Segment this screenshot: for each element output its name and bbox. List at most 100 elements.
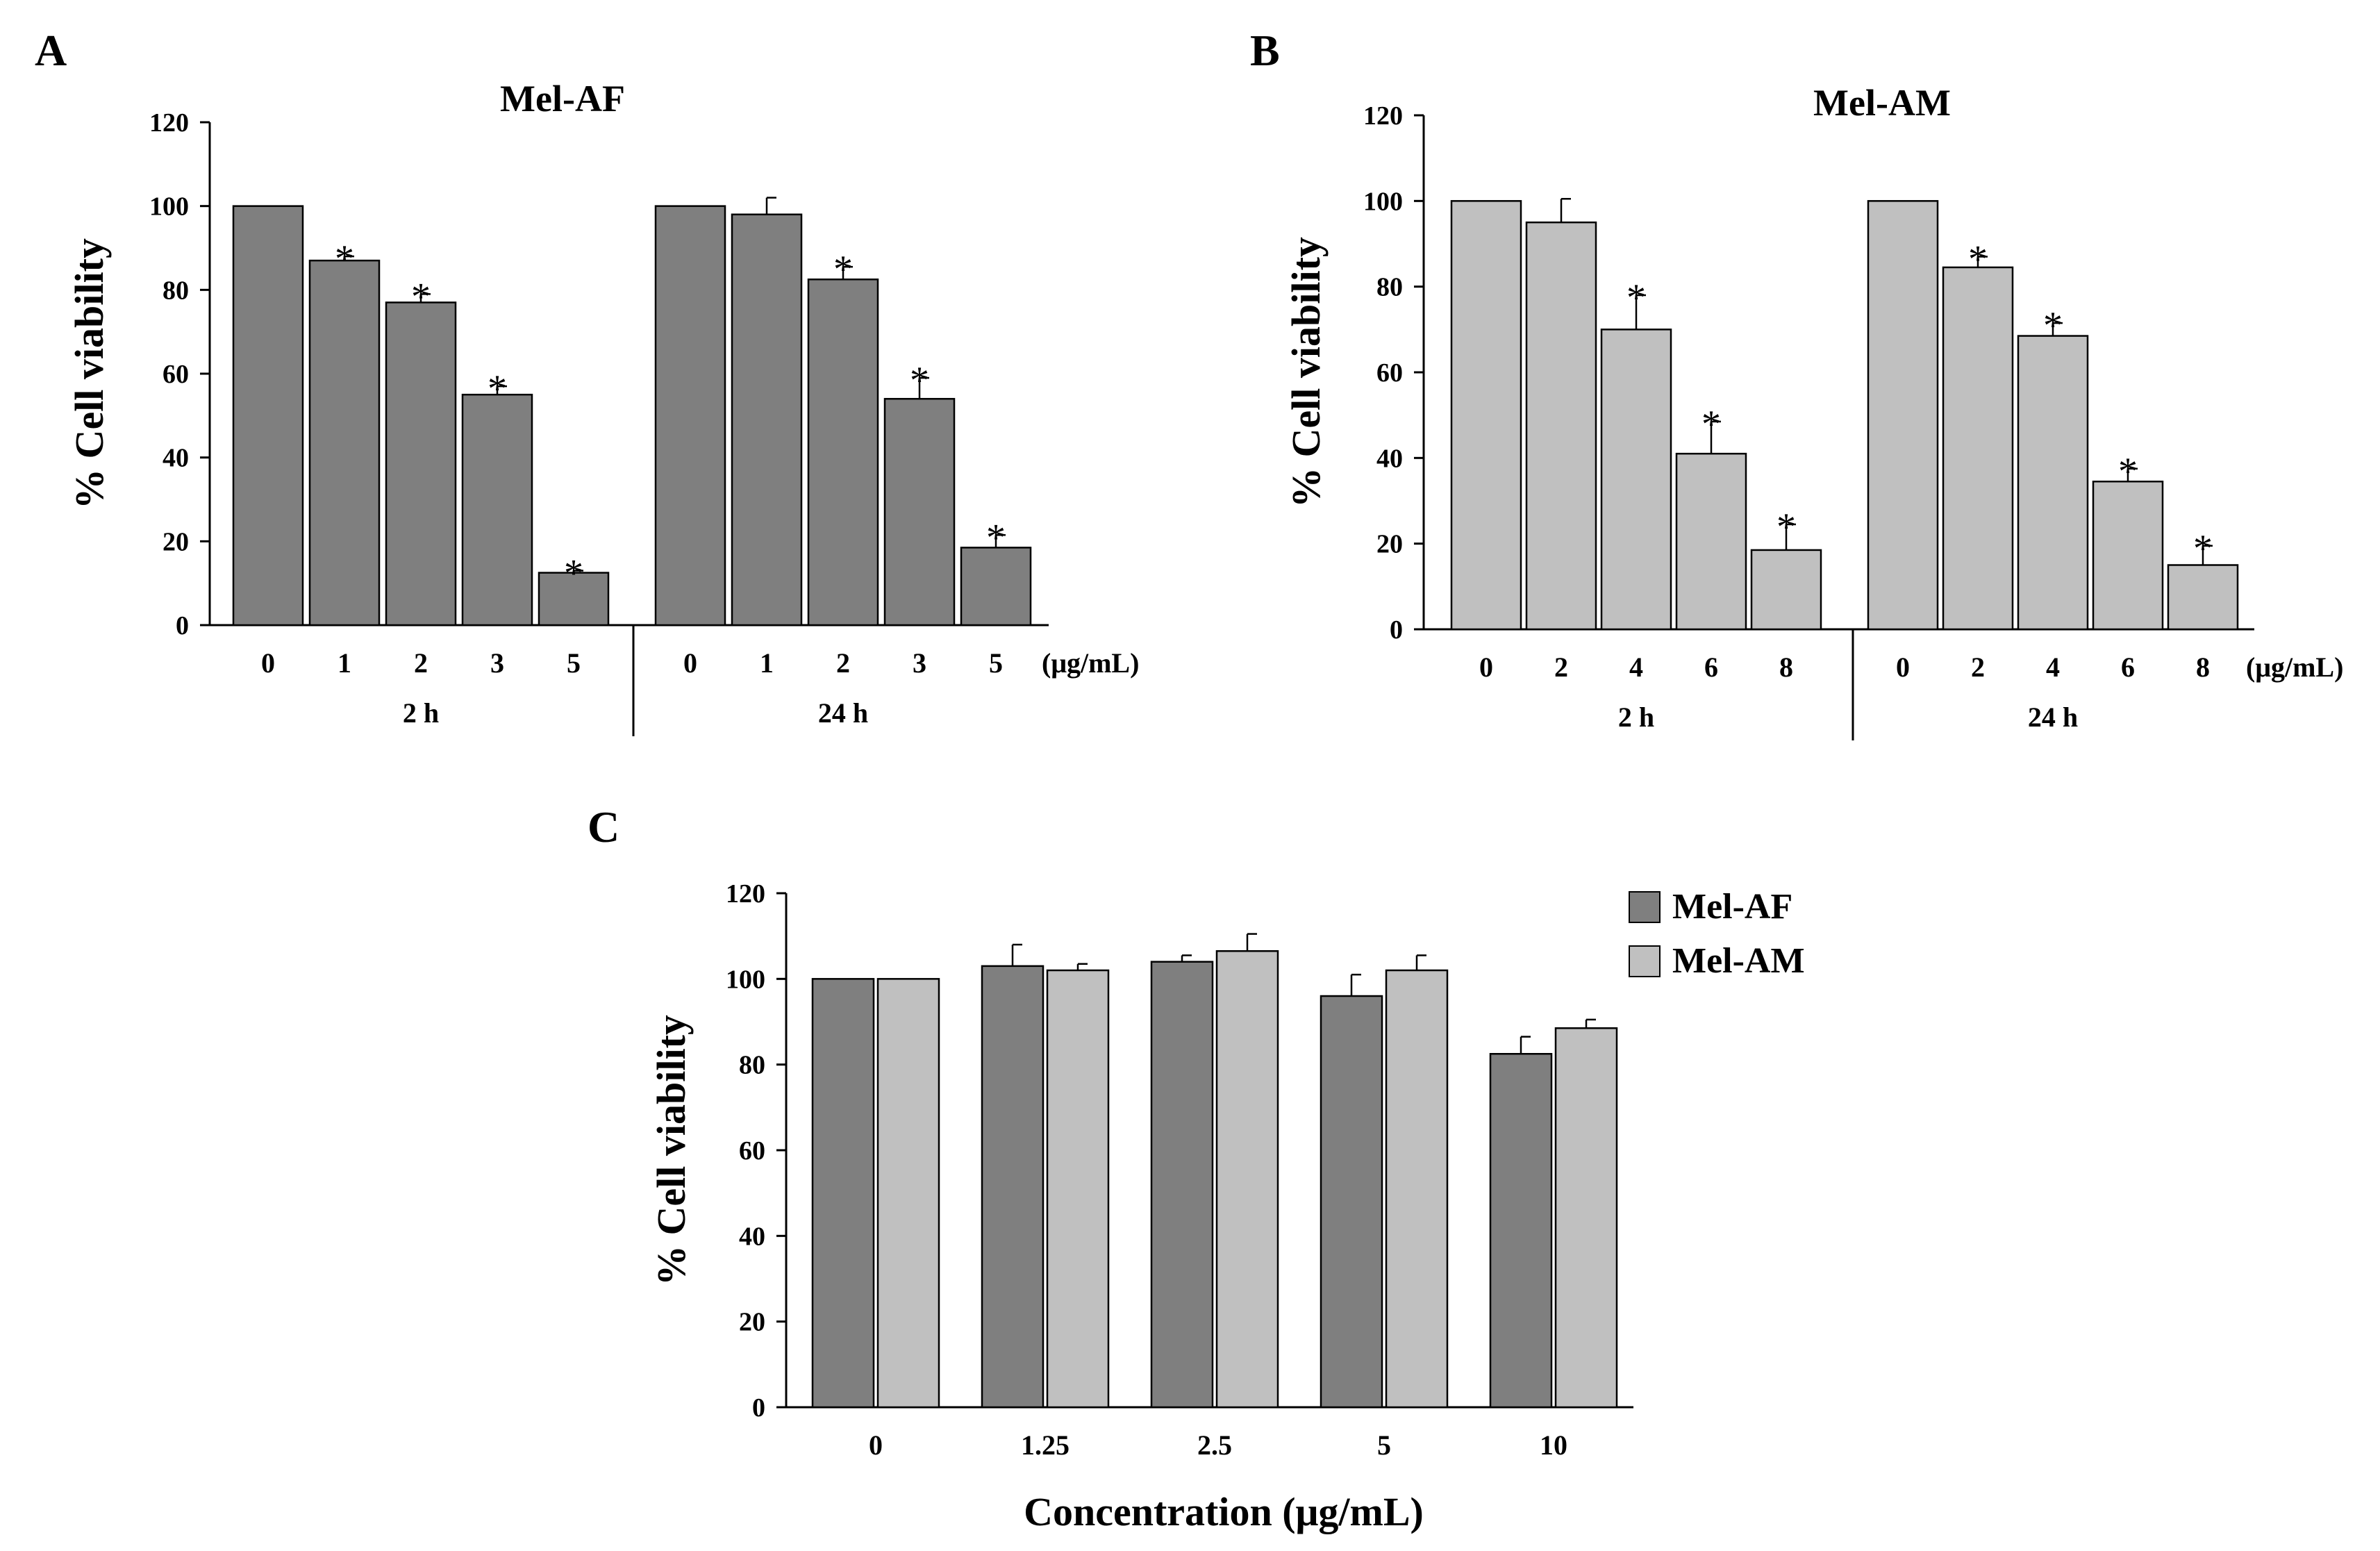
legend-label-mel-af: Mel-AF xyxy=(1672,887,1792,927)
panel-b-bar xyxy=(2017,335,2089,631)
panel-a-xtick-label: 2 xyxy=(836,647,850,679)
panel-c-mel-af-bar xyxy=(1489,1053,1553,1409)
panel-a-xtick-label: 3 xyxy=(490,647,504,679)
panel-b-ytick-label: 60 xyxy=(1376,358,1403,388)
panel-c-ylabel: % Cell viability xyxy=(649,1015,694,1286)
panel-b-ytick-label: 20 xyxy=(1376,530,1403,559)
panel-b-bar xyxy=(1867,200,1939,631)
panel-a-group-label: 24 h xyxy=(818,697,868,729)
panel-b-significance-star: * xyxy=(1968,238,1988,281)
panel-b-bar xyxy=(1525,221,1597,631)
panel-b-xtick-label: 2 xyxy=(1971,652,1985,683)
panel-b-significance-star: * xyxy=(2193,527,2213,570)
panel-b-xtick-label: 0 xyxy=(1896,652,1910,683)
panel-b-significance-star: * xyxy=(1701,403,1721,446)
panel-b-bar xyxy=(1675,452,1747,631)
panel-c-xtick-label: 2.5 xyxy=(1197,1429,1232,1461)
panel-a-ytick-label: 40 xyxy=(163,444,189,473)
panel-a-xtick-label: 5 xyxy=(989,647,1003,679)
panel-a-significance-star: * xyxy=(833,248,853,291)
panel-a-bar xyxy=(731,213,803,627)
panel-a-unit-label: (μg/mL) xyxy=(1042,647,1139,679)
panel-b-bar xyxy=(2092,481,2164,631)
panel-a-significance-star: * xyxy=(335,238,354,281)
panel-c-mel-af-bar xyxy=(1320,995,1383,1409)
panel-c-ytick-label: 0 xyxy=(752,1393,765,1423)
panel-a-ytick-label: 120 xyxy=(149,108,189,138)
panel-b-significance-star: * xyxy=(2118,450,2138,493)
panel-b-significance-star: * xyxy=(2043,304,2063,347)
panel-b-xtick-label: 4 xyxy=(2046,652,2060,683)
panel-a-ytick-label: 100 xyxy=(149,192,189,222)
panel-c-ytick-label: 80 xyxy=(739,1051,765,1080)
panel-a-bar xyxy=(654,205,726,627)
panel-c-ytick-label: 100 xyxy=(726,965,765,994)
panel-c-ytick-label: 20 xyxy=(739,1308,765,1337)
panel-a-bar xyxy=(807,279,879,627)
panel-a-group-label: 2 h xyxy=(403,697,439,729)
panel-b-ytick-label: 80 xyxy=(1376,273,1403,302)
panel-c-mel-af-bar xyxy=(811,978,875,1409)
panel-c-mel-am-bar xyxy=(876,978,940,1409)
panel-a-ytick-label: 60 xyxy=(163,360,189,389)
panel-a-title: Mel-AF xyxy=(500,78,625,119)
legend: Mel-AF Mel-AM xyxy=(1629,887,1805,981)
panel-a-significance-star: * xyxy=(910,359,929,402)
panel-b-letter: B xyxy=(1250,26,1280,75)
panel-c-mel-am-bar xyxy=(1046,969,1110,1409)
panel-b-ytick-label: 40 xyxy=(1376,444,1403,473)
panel-c-ytick-label: 120 xyxy=(726,879,765,909)
panel-b-bar xyxy=(1450,200,1522,631)
panel-b-bar xyxy=(1600,329,1672,631)
panel-c-xtick-label: 0 xyxy=(869,1429,883,1461)
panel-a-bar xyxy=(538,572,610,627)
panel-a-significance-star: * xyxy=(986,516,1006,559)
panel-b-group-label: 24 h xyxy=(2028,702,2078,733)
panel-b-significance-star: * xyxy=(1776,506,1796,549)
panel-a-bar xyxy=(232,205,304,627)
panel-b-xtick-label: 0 xyxy=(1479,652,1493,683)
panel-a-significance-star: * xyxy=(488,367,507,410)
legend-swatch-mel-am xyxy=(1629,945,1661,977)
panel-c-xtick-label: 10 xyxy=(1540,1429,1567,1461)
panel-a-bar xyxy=(461,393,533,627)
panel-a-bar xyxy=(308,259,381,627)
panel-b-bar xyxy=(2167,564,2239,631)
panel-b-significance-star: * xyxy=(1626,276,1646,320)
panel-c-mel-am-bar xyxy=(1385,969,1449,1409)
panel-a-bar xyxy=(385,301,457,627)
panel-a-xtick-label: 5 xyxy=(567,647,581,679)
panel-c-ytick-label: 40 xyxy=(739,1222,765,1251)
panel-c-mel-af-bar xyxy=(1150,961,1214,1409)
panel-b-xtick-label: 4 xyxy=(1629,652,1643,683)
panel-c-mel-af-bar xyxy=(981,965,1045,1409)
panel-a-ytick-label: 80 xyxy=(163,276,189,305)
panel-c-plot: 0 20 40 60 80 100 120 % Cell viability 0 1.25 2.5 5… xyxy=(649,879,1633,1534)
panel-c-ytick-label: 60 xyxy=(739,1136,765,1166)
panel-a-xtick-label: 2 xyxy=(414,647,428,679)
panel-b-ylabel: % Cell viability xyxy=(1283,237,1329,508)
panel-c-xlabel: Concentration (μg/mL) xyxy=(1024,1489,1424,1534)
panel-a-xtick-label: 1 xyxy=(760,647,774,679)
panel-a-xtick-label: 1 xyxy=(338,647,351,679)
panel-a-ytick-label: 20 xyxy=(163,527,189,556)
panel-b-xtick-label: 6 xyxy=(1704,652,1718,683)
panel-a-xtick-label: 3 xyxy=(913,647,926,679)
panel-b-xtick-label: 2 xyxy=(1554,652,1568,683)
panel-b-ytick-label: 120 xyxy=(1363,101,1403,131)
panel-a-significance-star: * xyxy=(411,275,431,318)
panel-c-xtick-label: 1.25 xyxy=(1021,1429,1070,1461)
panel-b-xtick-label: 8 xyxy=(2196,652,2210,683)
panel-b-unit-label: (μg/mL) xyxy=(2246,652,2343,683)
panel-a-bar xyxy=(960,547,1032,627)
legend-swatch-mel-af xyxy=(1629,891,1661,923)
legend-label-mel-am: Mel-AM xyxy=(1672,941,1805,981)
panel-b-title: Mel-AM xyxy=(1813,82,1951,124)
panel-a-letter: A xyxy=(35,26,67,75)
panel-c-letter: C xyxy=(588,802,619,852)
